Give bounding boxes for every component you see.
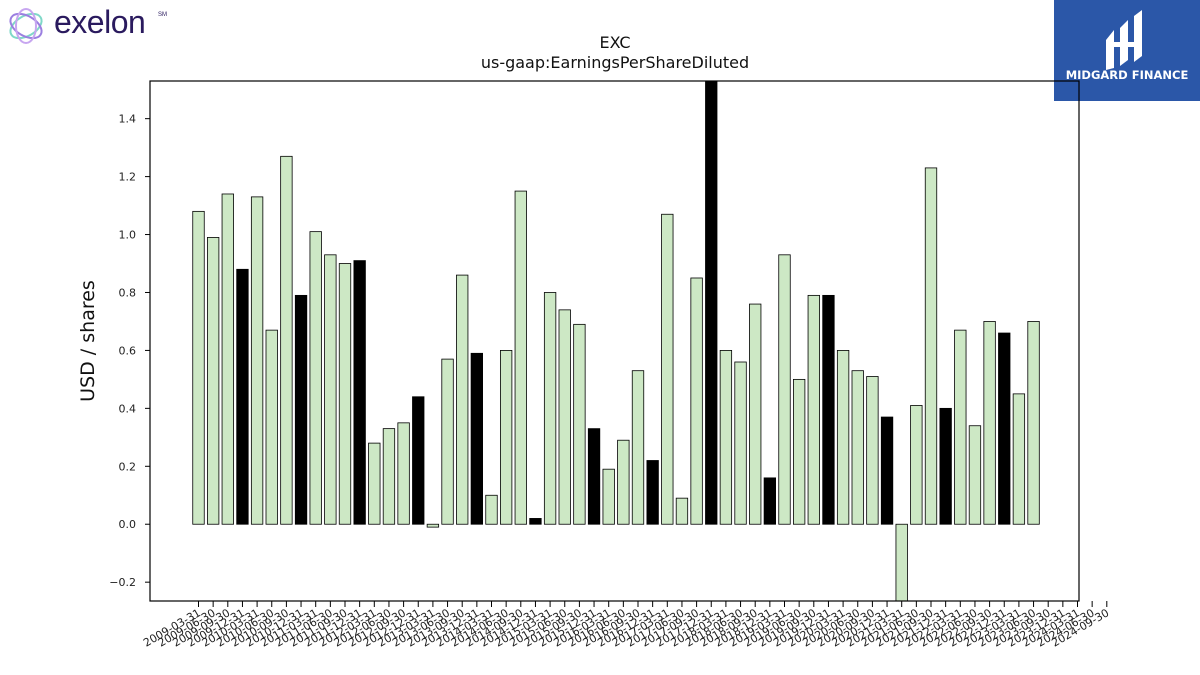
exelon-service-mark: SM (158, 12, 167, 18)
bar-quarter (954, 329, 967, 525)
bar-quarter (807, 294, 820, 525)
y-axis: −0.2 0.0 0.2 0.4 0.6 0.8 1.0 1.2 1.4 (109, 113, 150, 589)
bar-annual (880, 416, 894, 525)
bar-quarter (749, 303, 762, 525)
bar-quarter (690, 277, 703, 525)
bar-quarter (499, 350, 513, 525)
bar-quarter (983, 321, 996, 525)
bar-quarter (397, 422, 410, 525)
bar-quarter (543, 292, 557, 525)
bar-quarter (250, 196, 264, 525)
y-tick-label: 1.4 (119, 113, 137, 126)
chart-subtitle: us-gaap:EarningsPerShareDiluted (481, 53, 749, 72)
bar-quarter (617, 439, 630, 525)
bar-quarter (426, 523, 440, 528)
y-tick-label: 0.4 (119, 402, 137, 415)
bar-annual (998, 332, 1011, 525)
bar-annual (353, 260, 366, 525)
bar-quarter (778, 254, 791, 525)
bar-annual (294, 294, 308, 525)
bar-annual (470, 352, 484, 525)
bar-quarter (836, 350, 850, 525)
bar-quarter (924, 167, 938, 525)
x-axis: 2009-03-312009-06-302009-09-302009-12-31… (141, 601, 1111, 650)
bar-quarter (719, 350, 733, 525)
bar-quarter (573, 323, 586, 525)
bar-annual (236, 268, 249, 525)
bar-quarter (602, 468, 615, 525)
bar-annual (763, 477, 776, 525)
bar-quarter (1027, 321, 1040, 525)
bar-quarter (456, 274, 469, 525)
bar-quarter (895, 523, 908, 601)
y-tick-label: 0.6 (119, 344, 137, 357)
bar-quarter (514, 190, 527, 525)
bar-quarter (441, 358, 454, 525)
plot-frame (149, 80, 1080, 602)
bar-quarter (734, 361, 747, 525)
bar-quarter (206, 237, 220, 525)
y-tick-label: 1.2 (119, 171, 137, 184)
y-tick-label: 1.0 (119, 229, 137, 242)
bar-quarter (192, 210, 205, 525)
bar-quarter (968, 425, 982, 525)
y-tick-label: 0.8 (119, 286, 137, 299)
bar-quarter (631, 370, 645, 525)
exelon-wordmark: exelon (54, 4, 146, 40)
y-tick-label: 0.0 (119, 518, 137, 531)
y-axis-label: USD / shares (77, 280, 99, 402)
bar-quarter (485, 494, 498, 525)
bar-annual (646, 460, 659, 525)
y-tick-label: 0.2 (119, 460, 137, 473)
bar-quarter (793, 378, 806, 525)
bar-quarter (265, 329, 278, 525)
midgard-finance-logo: MIDGARD FINANCE (1054, 0, 1200, 101)
exelon-swirl-icon (9, 8, 43, 44)
bar-quarter (368, 442, 381, 525)
bar-annual (939, 407, 952, 525)
bar-quarter (338, 263, 352, 525)
bar-annual (412, 396, 425, 525)
bar-annual (822, 294, 835, 525)
bar-quarter (866, 376, 879, 525)
bar-quarter (661, 213, 674, 525)
bar-series (192, 81, 1040, 601)
bar-quarter (558, 309, 571, 525)
midgard-emblem-icon (1106, 10, 1142, 70)
bar-annual (529, 518, 542, 525)
bar-quarter (324, 254, 337, 525)
bar-quarter (280, 155, 293, 525)
bar-quarter (309, 231, 322, 525)
bar-quarter (1012, 393, 1026, 525)
exelon-logo: exelon SM (4, 4, 184, 48)
y-tick-label: −0.2 (109, 576, 136, 589)
bar-quarter (851, 370, 864, 525)
chart-title: EXC (599, 33, 630, 52)
bar-annual (705, 81, 718, 525)
bar-annual (587, 428, 601, 525)
bar-quarter (221, 193, 234, 525)
bar-quarter (382, 428, 396, 525)
bar-quarter (910, 405, 923, 525)
bar-quarter (675, 497, 689, 525)
midgard-wordmark: MIDGARD FINANCE (1065, 68, 1189, 82)
